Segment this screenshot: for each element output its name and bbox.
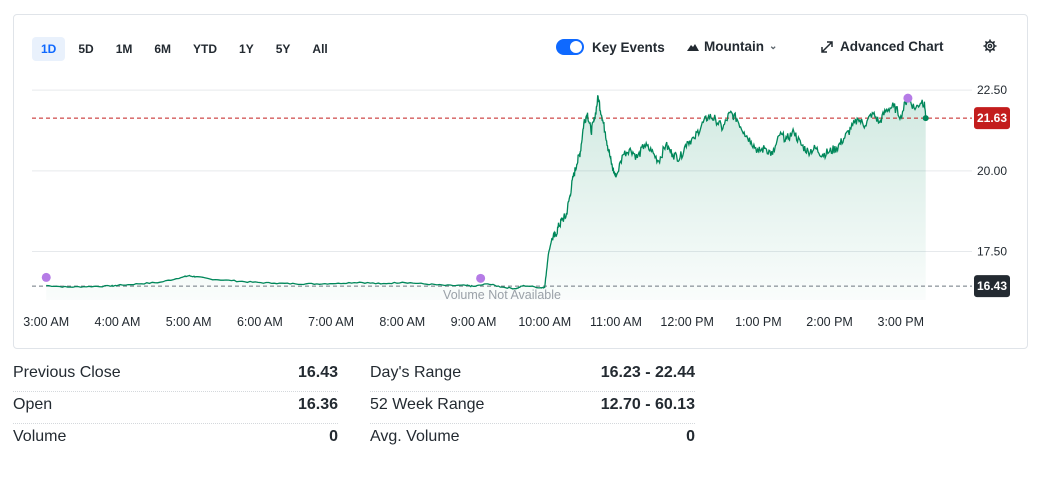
- x-tick-label: 3:00 AM: [23, 315, 69, 329]
- x-tick-label: 5:00 AM: [166, 315, 212, 329]
- last-price-badge: [974, 107, 1010, 130]
- stat-label: Day's Range: [370, 364, 462, 381]
- range-selector: 1D 5D 1M 6M YTD 1Y 5Y All: [32, 37, 337, 61]
- chart-type-dropdown[interactable]: Mountain ⌄: [687, 39, 777, 54]
- last-price-badge-label: 21.63: [977, 111, 1007, 125]
- range-5d-button[interactable]: 5D: [78, 42, 94, 56]
- range-5y-button[interactable]: 5Y: [275, 42, 291, 56]
- mountain-icon: [687, 43, 699, 51]
- key-event-marker[interactable]: [41, 272, 51, 282]
- range-1y-button[interactable]: 1Y: [239, 42, 254, 56]
- x-tick-label: 11:00 AM: [590, 315, 642, 329]
- y-tick-label: 17.50: [977, 245, 1007, 259]
- advanced-chart-label: Advanced Chart: [840, 39, 944, 54]
- stat-value: 16.36: [297, 396, 338, 413]
- x-tick-label: 3:00 PM: [878, 315, 925, 329]
- x-tick-label: 12:00 PM: [660, 315, 714, 329]
- stat-value: 16.43: [297, 364, 338, 381]
- stat-value: 16.23 - 22.44: [600, 364, 695, 381]
- volume-note: Volume Not Available: [443, 288, 561, 302]
- price-line: [46, 95, 927, 290]
- stat-label: Open: [13, 396, 53, 413]
- range-all-button[interactable]: All: [312, 42, 328, 56]
- range-6m-button[interactable]: 6M: [154, 42, 172, 56]
- stat-row: Avg. Volume 0: [370, 424, 695, 456]
- chevron-down-icon: ⌄: [769, 41, 778, 52]
- advanced-chart-button[interactable]: Advanced Chart: [821, 39, 944, 54]
- settings-button[interactable]: [983, 39, 997, 53]
- previous-close-badge: [974, 275, 1010, 298]
- last-price-dot: [922, 115, 929, 122]
- y-tick-label: 22.50: [977, 83, 1007, 97]
- x-tick-label: 10:00 AM: [518, 315, 571, 329]
- key-event-marker[interactable]: [903, 93, 913, 103]
- stat-row: Previous Close 16.43: [13, 360, 338, 392]
- stat-value: 12.70 - 60.13: [600, 396, 695, 413]
- key-events-label: Key Events: [592, 39, 665, 55]
- x-tick-label: 4:00 AM: [95, 315, 141, 329]
- stat-label: Previous Close: [13, 364, 121, 381]
- stat-value: 0: [329, 428, 338, 445]
- y-tick-label: 20.00: [977, 164, 1007, 178]
- price-chart[interactable]: Volume Not Available 22.50 20.00 17.50 3:0…: [0, 0, 1051, 350]
- x-tick-label: 1:00 PM: [735, 315, 782, 329]
- chart-type-label: Mountain: [704, 39, 764, 54]
- stat-row: Open 16.36: [13, 392, 338, 424]
- range-1m-button[interactable]: 1M: [115, 42, 133, 56]
- x-tick-label: 8:00 AM: [379, 315, 425, 329]
- stat-row: 52 Week Range 12.70 - 60.13: [370, 392, 695, 424]
- x-tick-label: 9:00 AM: [451, 315, 497, 329]
- stat-label: Avg. Volume: [370, 428, 460, 445]
- previous-close-badge-label: 16.43: [977, 279, 1007, 293]
- range-ytd-button[interactable]: YTD: [193, 42, 218, 56]
- range-1d-button[interactable]: 1D: [32, 37, 66, 61]
- stat-row: Day's Range 16.23 - 22.44: [370, 360, 695, 392]
- x-tick-label: 2:00 PM: [806, 315, 853, 329]
- stat-row: Volume 0: [13, 424, 338, 456]
- price-area: [46, 95, 926, 300]
- stat-label: Volume: [13, 428, 67, 445]
- expand-icon: [821, 40, 833, 53]
- key-event-marker[interactable]: [476, 273, 486, 283]
- x-tick-label: 6:00 AM: [237, 315, 283, 329]
- stat-label: 52 Week Range: [370, 396, 485, 413]
- toggle-switch[interactable]: [556, 39, 584, 55]
- gear-icon: [983, 39, 997, 53]
- x-tick-label: 7:00 AM: [308, 315, 354, 329]
- key-events-toggle[interactable]: Key Events: [556, 39, 665, 55]
- stat-value: 0: [686, 428, 695, 445]
